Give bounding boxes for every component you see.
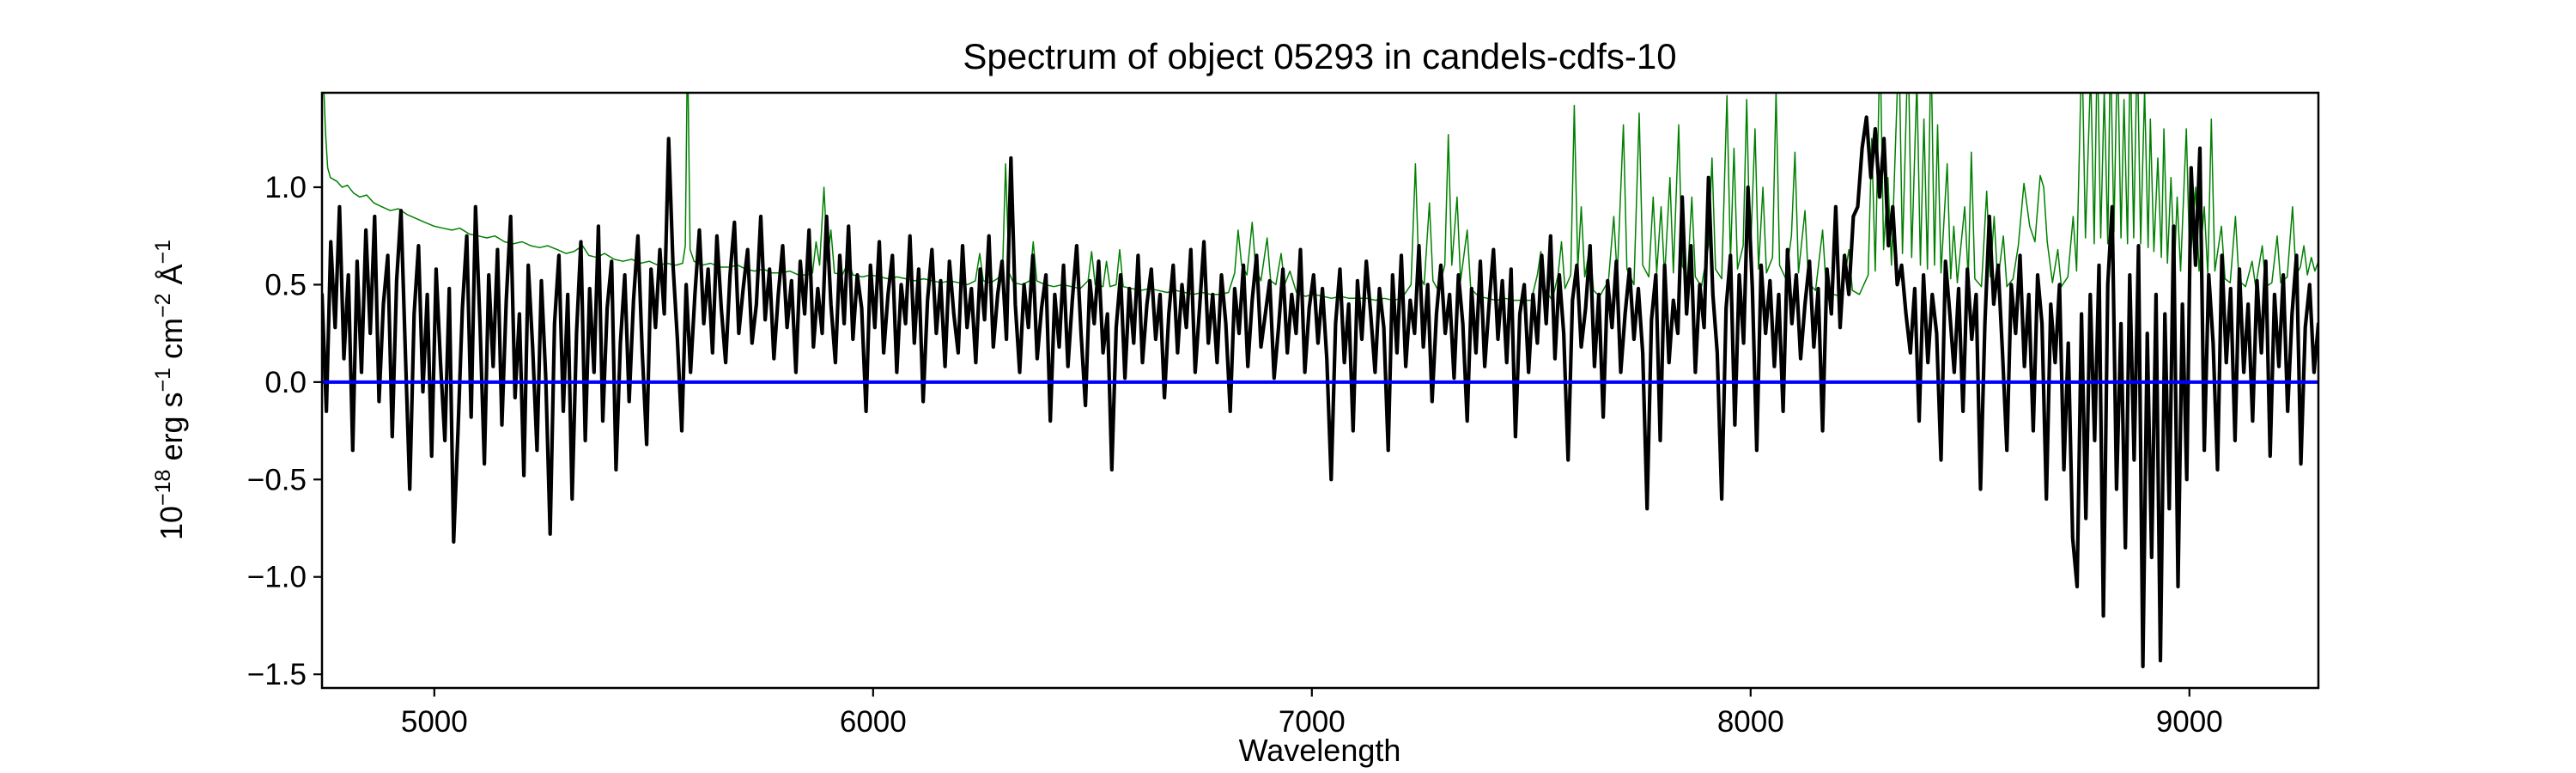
x-axis-ticks: 5000 6000 7000 8000 9000 <box>401 688 2223 739</box>
y-tick-label: 0.5 <box>264 268 307 301</box>
y-axis-label: 10−18 erg s−1 cm−2 Å−1 <box>151 240 189 540</box>
x-tick-label: 6000 <box>840 705 907 739</box>
plot-series-group <box>322 93 2318 669</box>
y-tick-label: 0.0 <box>264 366 307 399</box>
y-tick-label: −1.5 <box>247 658 307 691</box>
x-axis-label: Wavelength <box>1239 733 1401 768</box>
y-axis-ticks: 1.0 0.5 0.0 −0.5 −1.0 −1.5 <box>247 171 322 691</box>
plot-title: Spectrum of object 05293 in candels-cdfs… <box>963 36 1676 76</box>
x-tick-label: 9000 <box>2156 705 2223 739</box>
y-tick-label: −1.0 <box>247 561 307 594</box>
y-tick-label: −0.5 <box>247 463 307 496</box>
y-tick-label: 1.0 <box>264 171 307 204</box>
flux-series <box>322 115 2318 669</box>
x-tick-label: 8000 <box>1717 705 1784 739</box>
x-tick-label: 5000 <box>401 705 468 739</box>
x-tick-label: 7000 <box>1279 705 1346 739</box>
plot-frame <box>320 91 2320 690</box>
